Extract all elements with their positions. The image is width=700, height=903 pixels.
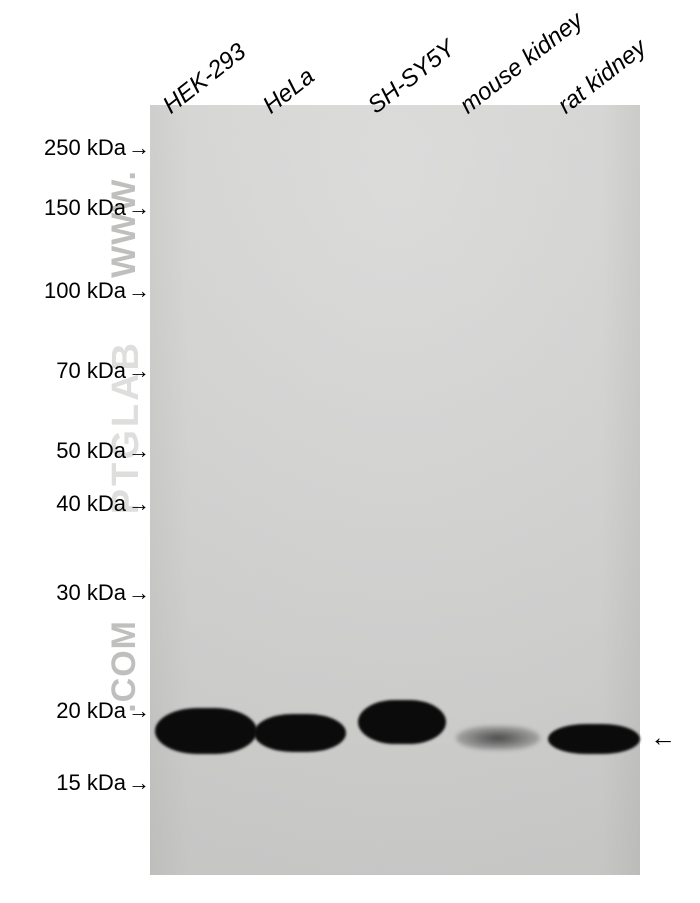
watermark-top: WWW. xyxy=(105,170,144,278)
mw-value: 150 kDa xyxy=(44,195,126,220)
mw-value: 15 kDa xyxy=(56,770,126,795)
arrow-right-icon: → xyxy=(128,580,150,606)
band xyxy=(548,724,640,754)
mw-value: 20 kDa xyxy=(56,698,126,723)
mw-marker: 50 kDa→ xyxy=(0,438,150,464)
mw-value: 40 kDa xyxy=(56,491,126,516)
band xyxy=(254,714,346,752)
arrow-right-icon: → xyxy=(128,438,150,464)
mw-value: 30 kDa xyxy=(56,580,126,605)
mw-marker: 40 kDa→ xyxy=(0,491,150,517)
arrow-right-icon: → xyxy=(128,491,150,517)
mw-marker: 15 kDa→ xyxy=(0,770,150,796)
arrow-right-icon: → xyxy=(128,770,150,796)
arrow-right-icon: → xyxy=(128,135,150,161)
arrow-right-icon: → xyxy=(128,358,150,384)
mw-value: 50 kDa xyxy=(56,438,126,463)
mw-value: 70 kDa xyxy=(56,358,126,383)
mw-value: 100 kDa xyxy=(44,278,126,303)
mw-marker: 250 kDa→ xyxy=(0,135,150,161)
mw-marker: 150 kDa→ xyxy=(0,195,150,221)
mw-value: 250 kDa xyxy=(44,135,126,160)
mw-marker: 100 kDa→ xyxy=(0,278,150,304)
mw-marker: 30 kDa→ xyxy=(0,580,150,606)
target-band-arrow-icon: ← xyxy=(650,722,676,753)
arrow-right-icon: → xyxy=(128,698,150,724)
mw-marker: 70 kDa→ xyxy=(0,358,150,384)
band xyxy=(358,700,446,744)
band xyxy=(155,708,257,754)
blot-figure: WWW. PTGLAB .COM HEK-293 HeLa SH-SY5Y mo… xyxy=(0,0,700,903)
membrane xyxy=(150,105,640,875)
band xyxy=(456,726,540,750)
arrow-right-icon: → xyxy=(128,195,150,221)
mw-marker: 20 kDa→ xyxy=(0,698,150,724)
arrow-right-icon: → xyxy=(128,278,150,304)
